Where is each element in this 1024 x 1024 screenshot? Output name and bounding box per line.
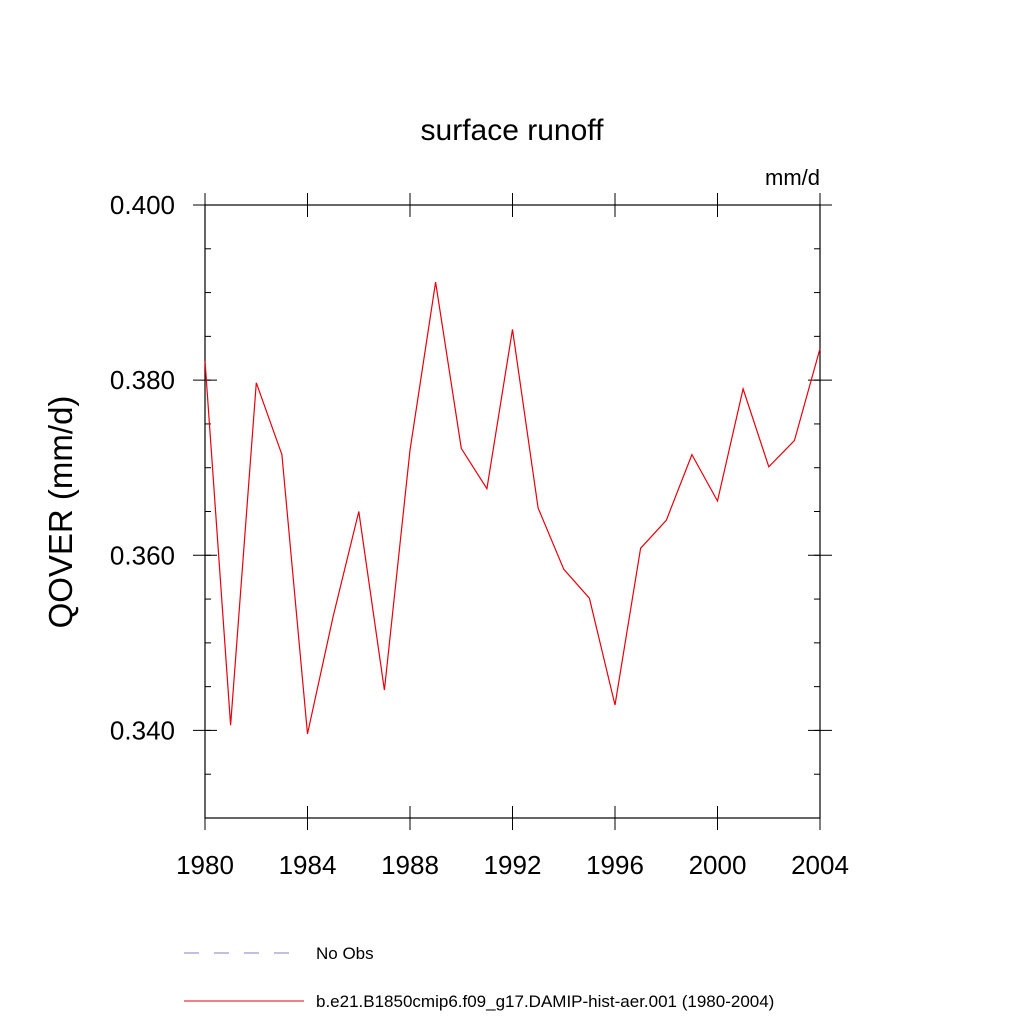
- x-tick-label: 1992: [484, 850, 542, 880]
- x-tick-label: 1980: [176, 850, 234, 880]
- y-tick-label: 0.380: [110, 365, 175, 395]
- legend: No Obs b.e21.B1850cmip6.f09_g17.DAMIP-his…: [184, 944, 774, 1011]
- tick-labels: 1980 1984 1988 1992 1996 2000 2004 0.340 0.360 0.…: [110, 190, 849, 880]
- x-tick-label: 1988: [381, 850, 439, 880]
- y-tick-label: 0.360: [110, 540, 175, 570]
- plot-area: [204, 282, 821, 735]
- x-tick-label: 1984: [279, 850, 337, 880]
- units-label: mm/d: [765, 165, 820, 190]
- y-tick-label: 0.340: [110, 715, 175, 745]
- axes: [204, 204, 821, 819]
- plot-frame: [204, 204, 821, 819]
- x-tick-label: 2004: [791, 850, 849, 880]
- y-tick-label: 0.400: [110, 190, 175, 220]
- tick-marks: [193, 193, 832, 830]
- x-tick-label: 1996: [586, 850, 644, 880]
- y-axis-label: QOVER (mm/d): [42, 396, 79, 629]
- legend-label: No Obs: [316, 944, 374, 963]
- chart-title: surface runoff: [421, 114, 605, 147]
- x-tick-label: 2000: [689, 850, 747, 880]
- legend-label: b.e21.B1850cmip6.f09_g17.DAMIP-hist-aer.…: [316, 992, 774, 1011]
- series-line: [204, 282, 821, 735]
